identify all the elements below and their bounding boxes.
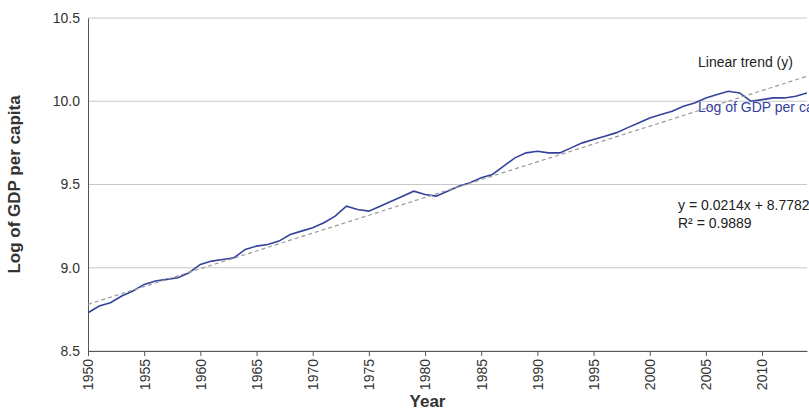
- x-axis-title: Year: [410, 392, 446, 411]
- y-tick: 10.5: [53, 10, 88, 26]
- y-tick: 9.5: [61, 176, 88, 192]
- x-tick: 1960: [193, 351, 209, 390]
- x-tick: 1990: [530, 351, 546, 390]
- grid: [88, 18, 807, 351]
- y-axis-title: Log of GDP per capita: [5, 95, 24, 274]
- x-tick-mark: [594, 351, 595, 356]
- x-tick-mark: [481, 351, 482, 356]
- x-tick-label: 2000: [642, 359, 658, 390]
- grid-line: [88, 18, 807, 19]
- x-tick-label: 1975: [361, 359, 377, 390]
- series-label: Log of GDP per capita: [698, 99, 809, 115]
- y-tick-label: 9.5: [61, 176, 81, 192]
- x-tick: 1995: [586, 351, 602, 390]
- x-tick-label: 1995: [586, 359, 602, 390]
- x-tick-mark: [706, 351, 707, 356]
- y-axis: 8.5 9.0 9.5 10.0 10.5: [53, 10, 89, 359]
- annotation: R² = 0.9889: [678, 215, 752, 231]
- x-tick-label: 1990: [530, 359, 546, 390]
- x-tick-mark: [425, 351, 426, 356]
- y-tick: 8.5: [61, 343, 88, 359]
- x-tick: 1985: [474, 351, 490, 390]
- x-tick: 2010: [754, 351, 770, 390]
- y-tick: 10.0: [53, 93, 88, 109]
- x-tick-mark: [537, 351, 538, 356]
- x-tick-label: 1955: [137, 359, 153, 390]
- x-tick: 1975: [361, 351, 377, 390]
- x-tick: 1970: [305, 351, 321, 390]
- chart: 8.5 9.0 9.5 10.0 10.5 1950 1955 1960 1965 1970 197…: [0, 0, 809, 419]
- annotation: y = 0.0214x + 8.7782: [678, 197, 809, 213]
- x-tick: 1965: [249, 351, 265, 390]
- grid-line: [88, 351, 807, 352]
- x-tick-mark: [144, 351, 145, 356]
- x-tick: 2005: [698, 351, 714, 390]
- x-tick-label: 1985: [474, 359, 490, 390]
- x-tick-label: 1950: [80, 359, 96, 390]
- x-tick-mark: [313, 351, 314, 356]
- x-tick-mark: [762, 351, 763, 356]
- x-tick-mark: [650, 351, 651, 356]
- x-tick-mark: [88, 351, 89, 356]
- x-tick: 1950: [80, 351, 96, 390]
- y-tick-label: 10.0: [53, 93, 80, 109]
- x-tick-mark: [257, 351, 258, 356]
- x-tick-label: 1980: [417, 359, 433, 390]
- x-tick-label: 1960: [193, 359, 209, 390]
- x-axis: 1950 1955 1960 1965 1970 1975 1980 1985 1990 1995…: [80, 351, 807, 390]
- x-tick: 1955: [137, 351, 153, 390]
- x-tick-label: 1970: [305, 359, 321, 390]
- x-tick-label: 1965: [249, 359, 265, 390]
- y-axis-line: [88, 19, 89, 352]
- x-tick-mark: [369, 351, 370, 356]
- x-tick: 2000: [642, 351, 658, 390]
- y-tick: 9.0: [61, 260, 88, 276]
- x-axis-line: [89, 351, 808, 352]
- series-label: Linear trend (y): [698, 54, 793, 70]
- y-tick-label: 10.5: [53, 10, 80, 26]
- x-tick-label: 2010: [754, 359, 770, 390]
- grid-line: [88, 184, 807, 185]
- x-tick: 1980: [417, 351, 433, 390]
- x-tick-label: 2005: [698, 359, 714, 390]
- y-tick-label: 9.0: [61, 260, 81, 276]
- y-tick-label: 8.5: [61, 343, 81, 359]
- x-tick-mark: [200, 351, 201, 356]
